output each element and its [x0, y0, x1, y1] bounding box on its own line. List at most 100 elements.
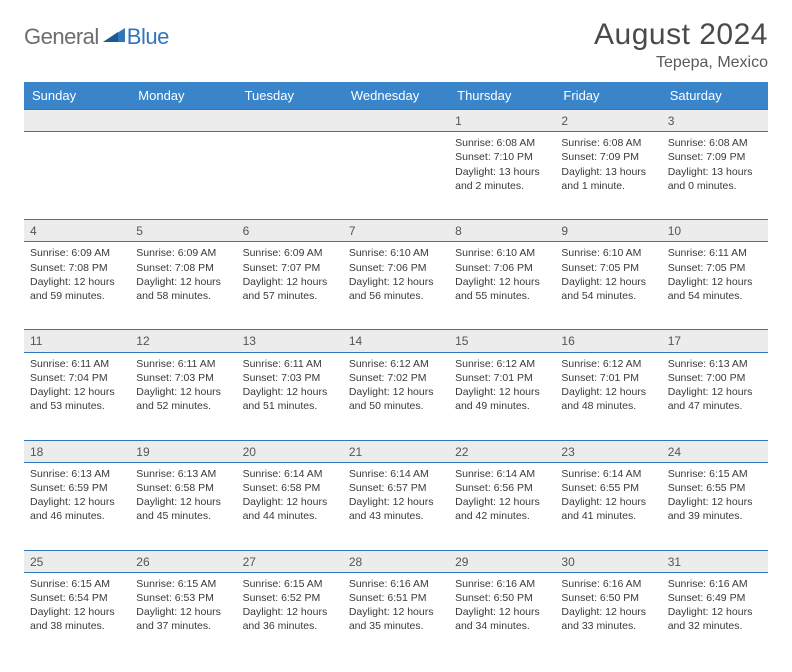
sunset-line: Sunset: 6:50 PM: [455, 591, 549, 605]
sunset-line: Sunset: 7:05 PM: [668, 261, 762, 275]
sunrise-line: Sunrise: 6:13 AM: [30, 467, 124, 481]
daynum-row: 25262728293031: [24, 550, 768, 572]
daylight-line: Daylight: 13 hours: [561, 165, 655, 179]
daylight-line: Daylight: 12 hours: [243, 495, 337, 509]
sunrise-line: Sunrise: 6:12 AM: [349, 357, 443, 371]
daylight-line: Daylight: 12 hours: [30, 605, 124, 619]
daylight-line: and 32 minutes.: [668, 619, 762, 633]
daylight-line: and 39 minutes.: [668, 509, 762, 523]
sunset-line: Sunset: 6:54 PM: [30, 591, 124, 605]
location-label: Tepepa, Mexico: [594, 54, 768, 72]
sunrise-line: Sunrise: 6:16 AM: [668, 577, 762, 591]
day-cell: Sunrise: 6:09 AMSunset: 7:08 PMDaylight:…: [130, 242, 236, 330]
sunrise-line: Sunrise: 6:10 AM: [349, 246, 443, 260]
sunset-line: Sunset: 7:03 PM: [136, 371, 230, 385]
daylight-line: and 57 minutes.: [243, 289, 337, 303]
day-number-cell: 5: [130, 220, 236, 242]
brand-triangle-icon: [103, 28, 125, 42]
day-cell: [24, 132, 130, 220]
day-cell: Sunrise: 6:10 AMSunset: 7:06 PMDaylight:…: [343, 242, 449, 330]
day-cell: Sunrise: 6:12 AMSunset: 7:01 PMDaylight:…: [555, 352, 661, 440]
day-header: Sunday: [24, 82, 130, 110]
daylight-line: Daylight: 12 hours: [243, 275, 337, 289]
day-header: Saturday: [662, 82, 768, 110]
daylight-line: Daylight: 12 hours: [136, 605, 230, 619]
daylight-line: Daylight: 12 hours: [30, 275, 124, 289]
day-cell: Sunrise: 6:14 AMSunset: 6:58 PMDaylight:…: [237, 462, 343, 550]
day-number-cell: [237, 110, 343, 132]
daylight-line: Daylight: 12 hours: [30, 495, 124, 509]
day-cell: Sunrise: 6:09 AMSunset: 7:08 PMDaylight:…: [24, 242, 130, 330]
daylight-line: and 41 minutes.: [561, 509, 655, 523]
month-title: August 2024: [594, 18, 768, 52]
daylight-line: Daylight: 12 hours: [561, 605, 655, 619]
week-row: Sunrise: 6:09 AMSunset: 7:08 PMDaylight:…: [24, 242, 768, 330]
day-cell: Sunrise: 6:13 AMSunset: 6:59 PMDaylight:…: [24, 462, 130, 550]
sunrise-line: Sunrise: 6:14 AM: [349, 467, 443, 481]
day-number-cell: 23: [555, 440, 661, 462]
day-cell: [237, 132, 343, 220]
daylight-line: and 42 minutes.: [455, 509, 549, 523]
sunset-line: Sunset: 7:05 PM: [561, 261, 655, 275]
daylight-line: and 36 minutes.: [243, 619, 337, 633]
day-number-cell: 28: [343, 550, 449, 572]
sunrise-line: Sunrise: 6:08 AM: [668, 136, 762, 150]
sunrise-line: Sunrise: 6:14 AM: [561, 467, 655, 481]
day-number-cell: 30: [555, 550, 661, 572]
sunset-line: Sunset: 7:07 PM: [243, 261, 337, 275]
sunrise-line: Sunrise: 6:15 AM: [668, 467, 762, 481]
day-header: Thursday: [449, 82, 555, 110]
sunrise-line: Sunrise: 6:15 AM: [136, 577, 230, 591]
week-row: Sunrise: 6:13 AMSunset: 6:59 PMDaylight:…: [24, 462, 768, 550]
sunrise-line: Sunrise: 6:09 AM: [30, 246, 124, 260]
sunrise-line: Sunrise: 6:11 AM: [30, 357, 124, 371]
day-header: Wednesday: [343, 82, 449, 110]
day-header: Friday: [555, 82, 661, 110]
sunset-line: Sunset: 7:06 PM: [349, 261, 443, 275]
daylight-line: Daylight: 13 hours: [668, 165, 762, 179]
daylight-line: and 38 minutes.: [30, 619, 124, 633]
day-number-cell: 8: [449, 220, 555, 242]
title-block: August 2024 Tepepa, Mexico: [594, 18, 768, 72]
day-cell: Sunrise: 6:14 AMSunset: 6:56 PMDaylight:…: [449, 462, 555, 550]
daylight-line: Daylight: 12 hours: [455, 275, 549, 289]
sunrise-line: Sunrise: 6:15 AM: [30, 577, 124, 591]
day-number-cell: 17: [662, 330, 768, 352]
day-cell: Sunrise: 6:12 AMSunset: 7:01 PMDaylight:…: [449, 352, 555, 440]
sunset-line: Sunset: 6:55 PM: [668, 481, 762, 495]
daylight-line: Daylight: 12 hours: [30, 385, 124, 399]
day-number-cell: 15: [449, 330, 555, 352]
day-cell: Sunrise: 6:15 AMSunset: 6:52 PMDaylight:…: [237, 572, 343, 660]
day-number-cell: [343, 110, 449, 132]
day-cell: Sunrise: 6:13 AMSunset: 6:58 PMDaylight:…: [130, 462, 236, 550]
day-cell: Sunrise: 6:15 AMSunset: 6:55 PMDaylight:…: [662, 462, 768, 550]
sunset-line: Sunset: 7:04 PM: [30, 371, 124, 385]
daylight-line: Daylight: 12 hours: [455, 385, 549, 399]
day-number-cell: [130, 110, 236, 132]
day-number-cell: 6: [237, 220, 343, 242]
day-cell: Sunrise: 6:08 AMSunset: 7:09 PMDaylight:…: [662, 132, 768, 220]
sunset-line: Sunset: 7:00 PM: [668, 371, 762, 385]
day-cell: Sunrise: 6:08 AMSunset: 7:10 PMDaylight:…: [449, 132, 555, 220]
day-cell: Sunrise: 6:12 AMSunset: 7:02 PMDaylight:…: [343, 352, 449, 440]
day-cell: Sunrise: 6:14 AMSunset: 6:55 PMDaylight:…: [555, 462, 661, 550]
sunset-line: Sunset: 7:08 PM: [30, 261, 124, 275]
daylight-line: Daylight: 12 hours: [668, 495, 762, 509]
daylight-line: Daylight: 12 hours: [136, 495, 230, 509]
day-cell: Sunrise: 6:11 AMSunset: 7:03 PMDaylight:…: [130, 352, 236, 440]
day-number-cell: 20: [237, 440, 343, 462]
daylight-line: and 33 minutes.: [561, 619, 655, 633]
daylight-line: and 51 minutes.: [243, 399, 337, 413]
sunrise-line: Sunrise: 6:16 AM: [561, 577, 655, 591]
daylight-line: Daylight: 12 hours: [668, 605, 762, 619]
sunrise-line: Sunrise: 6:09 AM: [243, 246, 337, 260]
day-cell: Sunrise: 6:15 AMSunset: 6:54 PMDaylight:…: [24, 572, 130, 660]
daylight-line: Daylight: 12 hours: [349, 495, 443, 509]
sunrise-line: Sunrise: 6:12 AM: [455, 357, 549, 371]
sunrise-line: Sunrise: 6:11 AM: [136, 357, 230, 371]
daylight-line: and 50 minutes.: [349, 399, 443, 413]
sunset-line: Sunset: 7:01 PM: [561, 371, 655, 385]
day-number-cell: 7: [343, 220, 449, 242]
sunset-line: Sunset: 7:08 PM: [136, 261, 230, 275]
daynum-row: 45678910: [24, 220, 768, 242]
